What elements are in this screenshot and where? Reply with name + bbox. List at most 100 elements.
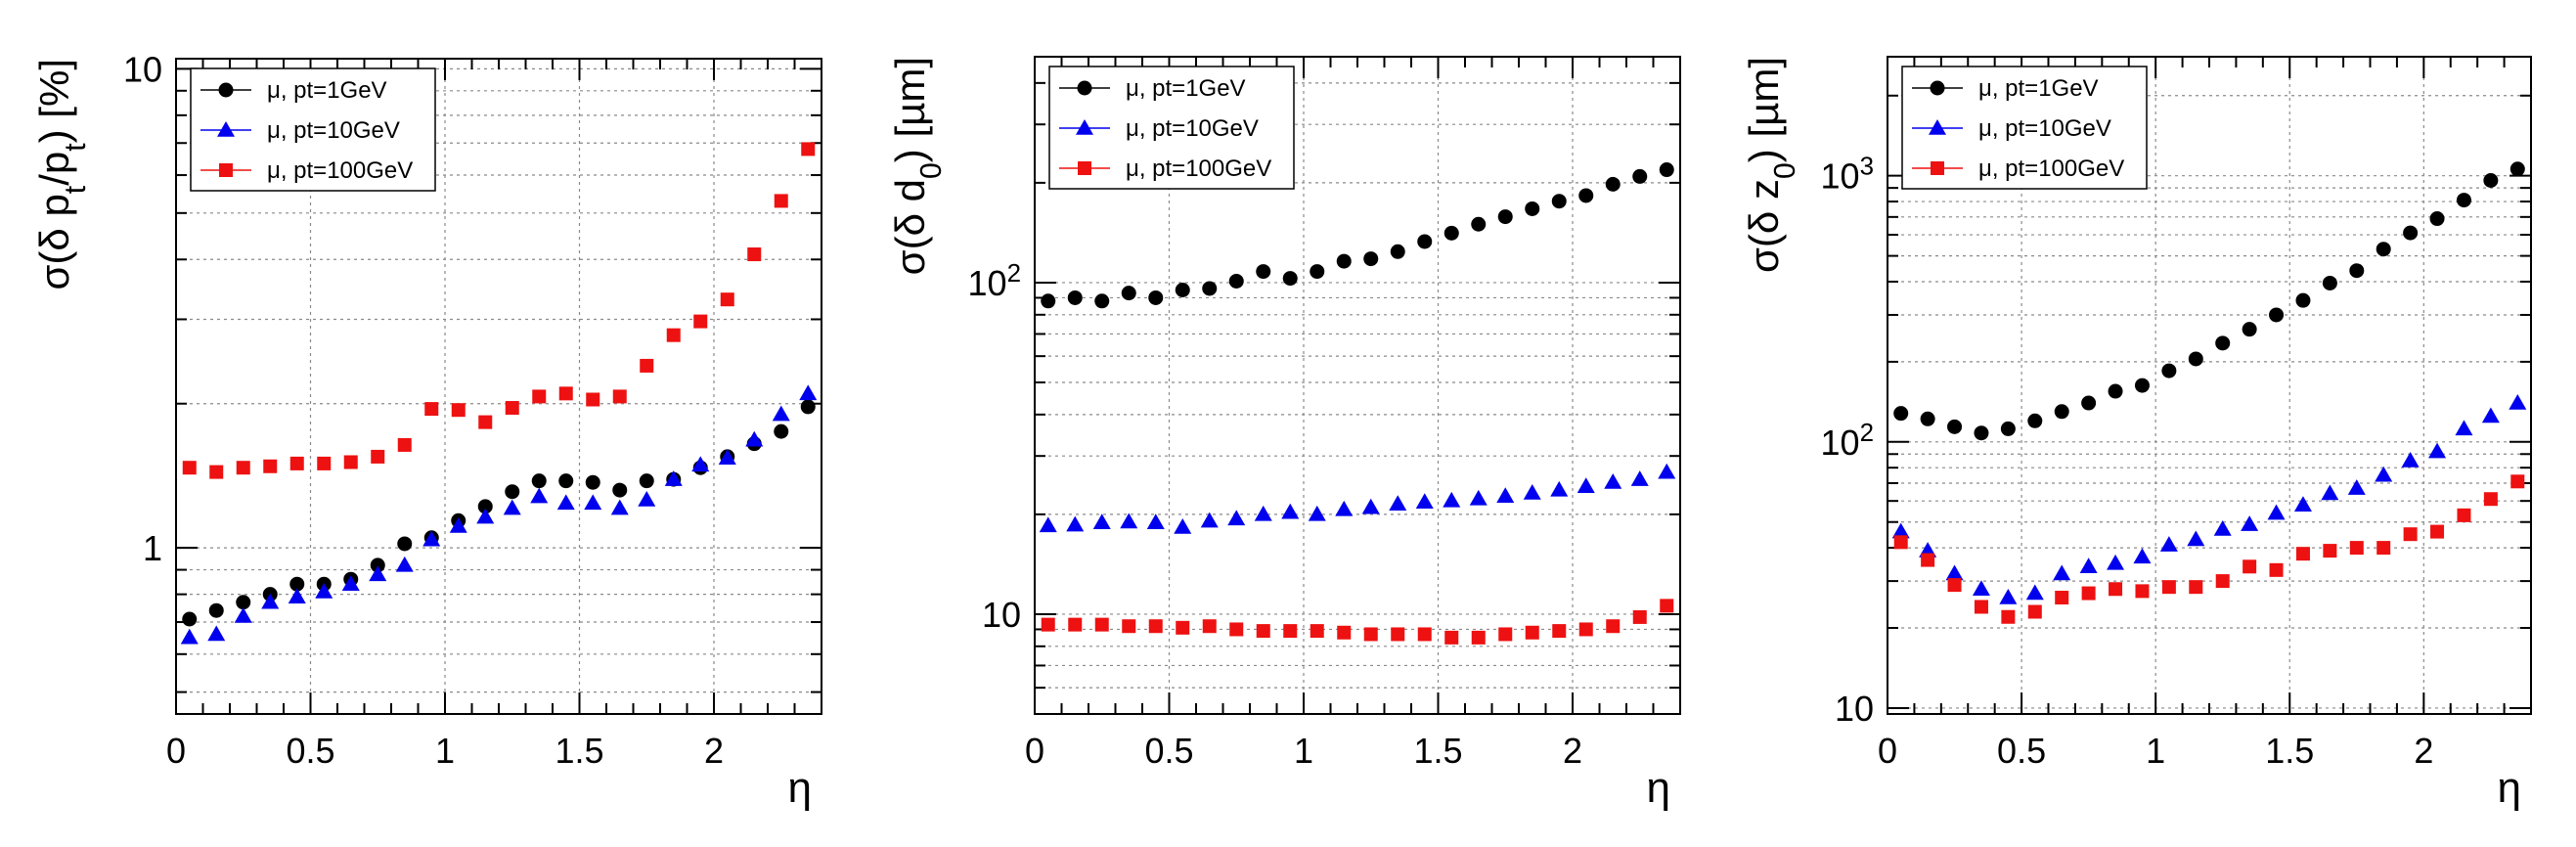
data-point [1659,162,1674,178]
data-point [234,607,252,623]
x-tick-label: 0.5 [1997,731,2046,771]
data-point [1281,503,1300,519]
data-point [2322,275,2337,290]
data-point [1041,617,1055,632]
data-point [610,499,629,515]
data-point [720,292,734,307]
data-point [478,415,493,429]
data-point [1176,620,1190,635]
data-point [289,456,304,470]
x-tick-label: 1.5 [2265,731,2314,771]
data-point [532,389,547,404]
data-point [1525,201,1540,216]
data-point [182,611,198,627]
data-point [288,588,306,604]
data-point [2457,508,2471,522]
data-point [1092,513,1111,529]
legend-entry: μ, pt=1GeV [1126,75,1246,102]
data-point [1578,188,1594,203]
data-point [1228,273,1244,289]
data-point [1363,251,1379,267]
data-point [1974,425,1989,441]
legend-entry: μ, pt=10GeV [1978,115,2111,142]
x-tick-label: 1 [2146,731,2165,771]
legend-entry: μ, pt=1GeV [1978,75,2099,102]
legend: μ, pt=1GeV μ, pt=10GeV μ, pt=100GeV [1901,66,2148,190]
data-point [1660,599,1674,613]
data-point [800,399,816,415]
data-point [341,575,360,591]
data-point [1920,411,1935,426]
data-point [2109,582,2123,597]
data-point [640,358,654,373]
data-point [1577,477,1595,493]
data-point [1630,470,1649,486]
data-point [1039,516,1057,533]
data-point [1094,617,1109,632]
data-point [1632,609,1647,624]
legend-marker [1930,80,1945,96]
x-tick-label: 2 [2414,731,2433,771]
data-point [1094,293,1110,309]
data-point [343,455,358,469]
data-point [1308,505,1326,521]
data-point [558,386,573,401]
x-axis-label: η [2498,764,2521,812]
data-point [2242,322,2257,337]
x-tick-label: 1.5 [1413,731,1462,771]
data-point [1471,216,1487,232]
data-point [1443,225,1459,241]
data-point [505,484,520,500]
x-tick-label: 0 [1878,731,1897,771]
data-point [801,142,816,156]
data-point [1310,624,1324,639]
data-point [2243,559,2257,574]
data-point [1337,625,1352,640]
data-point [2455,420,2473,436]
data-point [397,437,412,452]
data-point [1041,293,1056,309]
data-point [395,556,414,572]
data-point [2509,394,2527,410]
data-point [585,474,600,490]
x-tick-label: 0.5 [1144,731,1193,771]
x-tick-label: 2 [704,731,724,771]
legend: μ, pt=1GeV μ, pt=10GeV μ, pt=100GeV [1048,66,1295,190]
x-tick-label: 1 [435,731,455,771]
x-tick-label: 2 [1563,731,1582,771]
data-point [1999,589,2018,604]
data-point [2159,536,2178,552]
y-tick-label: 102 [968,260,1021,303]
data-point [236,461,250,475]
series-3 [182,142,816,479]
data-point [2053,564,2071,581]
data-point [1443,491,1461,508]
data-point [1469,489,1488,506]
series-2 [180,384,818,645]
data-point [2483,173,2499,189]
data-point [209,465,224,479]
data-point [1417,627,1432,642]
data-point [530,487,549,504]
data-point [2295,292,2311,308]
data-point [2456,193,2471,208]
series-2 [1891,394,2527,604]
data-point [182,461,197,475]
legend-marker [217,121,235,137]
data-point [2079,557,2098,574]
data-point [369,565,387,582]
data-point [1497,209,1513,225]
data-point [1945,564,1964,581]
x-axis-label: η [788,764,812,812]
legend-entry: μ, pt=10GeV [1126,115,1259,142]
plot-frame [1034,56,1681,715]
data-point [1974,600,1988,614]
legend-marker [219,163,233,177]
data-point [1390,244,1405,259]
y-tick-label: 1 [143,528,162,568]
data-point [638,490,656,507]
data-point [2161,580,2176,595]
data-point [718,449,736,466]
y-tick-label: 102 [1821,420,1874,463]
